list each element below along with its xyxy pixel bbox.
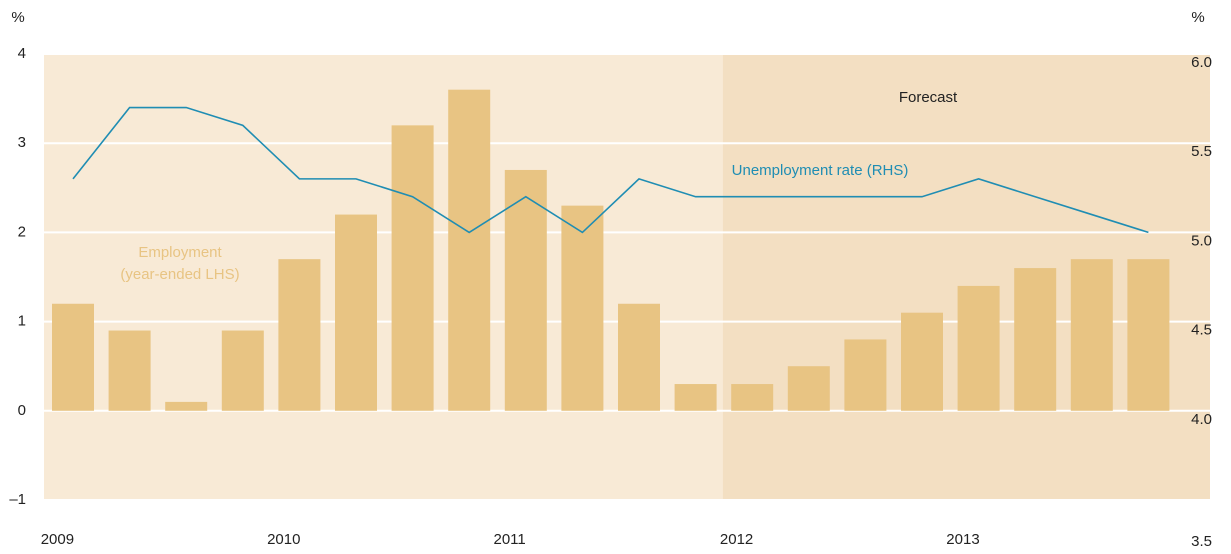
y2-unit: % bbox=[1191, 9, 1204, 26]
bar bbox=[221, 330, 264, 411]
bar bbox=[448, 89, 491, 411]
y-tick-label: 1 bbox=[18, 313, 26, 330]
series-label: Unemployment rate (RHS) bbox=[732, 162, 909, 179]
y2-tick-label: 4.0 bbox=[1191, 411, 1212, 428]
bar bbox=[561, 205, 604, 411]
y2-tick-label: 4.5 bbox=[1191, 322, 1212, 339]
x-tick-label: 2009 bbox=[41, 531, 74, 548]
bar bbox=[957, 285, 1000, 411]
x-tick-label: 2010 bbox=[267, 531, 300, 548]
y2-tick-label: 3.5 bbox=[1191, 533, 1212, 550]
bar bbox=[165, 401, 208, 411]
bar bbox=[618, 303, 660, 411]
annotation: Forecast bbox=[899, 89, 958, 106]
y-tick-label: 2 bbox=[18, 223, 26, 240]
bar bbox=[901, 312, 943, 411]
y-tick-label: 3 bbox=[18, 134, 26, 151]
x-tick-label: 2011 bbox=[494, 531, 526, 548]
y-unit: % bbox=[11, 9, 24, 26]
bar bbox=[1014, 268, 1057, 411]
y2-tick-label: 5.5 bbox=[1191, 143, 1212, 160]
bar bbox=[1070, 259, 1113, 411]
bar bbox=[787, 366, 830, 411]
bar bbox=[335, 214, 377, 411]
bar bbox=[391, 125, 434, 411]
series-label: Employment (year-ended LHS) bbox=[120, 244, 239, 283]
bar bbox=[278, 259, 321, 411]
bar bbox=[731, 384, 774, 411]
bar bbox=[1127, 259, 1170, 411]
x-tick-label: 2013 bbox=[946, 531, 979, 548]
line bbox=[72, 106, 1149, 234]
y2-tick-label: 6.0 bbox=[1191, 54, 1212, 71]
bar bbox=[52, 303, 94, 411]
y-tick-label: 0 bbox=[18, 402, 26, 419]
x-tick-label: 2012 bbox=[720, 531, 753, 548]
bar bbox=[674, 384, 717, 411]
y2-tick-label: 5.0 bbox=[1191, 232, 1212, 249]
y-tick-label: 4 bbox=[18, 45, 26, 62]
bar bbox=[844, 339, 887, 411]
y-tick-label: –1 bbox=[9, 491, 26, 508]
bar bbox=[504, 169, 547, 411]
bar bbox=[108, 330, 151, 411]
